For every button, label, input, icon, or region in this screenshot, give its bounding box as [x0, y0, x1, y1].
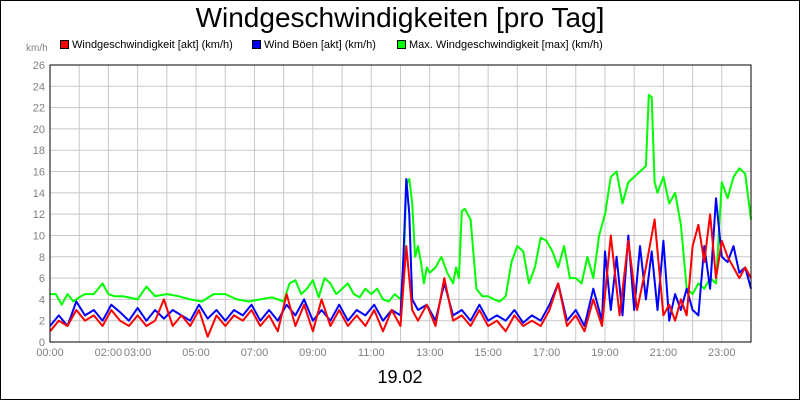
- y-tick-label: 6: [39, 273, 45, 285]
- x-tick-label: 13:00: [416, 347, 444, 359]
- legend-item-wind-boeen: Wind Böen [akt] (km/h): [252, 38, 376, 52]
- y-tick-label: 22: [33, 103, 45, 115]
- legend-item-max-windgeschwindigkeit: Max. Windgeschwindigkeit [max] (km/h): [397, 38, 603, 52]
- y-tick-label: 4: [39, 294, 45, 306]
- series-line-0: [50, 93, 752, 306]
- y-tick-label: 2: [39, 316, 45, 328]
- x-tick-label: 19:00: [591, 347, 619, 359]
- y-unit-label: km/h: [26, 43, 48, 54]
- x-tick-label: 15:00: [474, 347, 502, 359]
- legend-swatch-red: [60, 39, 69, 49]
- y-tick-label: 10: [33, 230, 45, 242]
- legend-label-wind-boeen: Wind Böen [akt] (km/h): [264, 39, 376, 51]
- x-tick-label: 09:00: [299, 347, 327, 359]
- chart-title: Windgeschwindigkeiten [pro Tag]: [195, 2, 605, 33]
- x-tick-label: 00:00: [36, 347, 64, 359]
- x-tick-label: 21:00: [650, 347, 678, 359]
- y-tick-label: 24: [33, 81, 45, 93]
- legend-swatch-blue: [252, 39, 261, 49]
- x-tick-label: 11:00: [358, 347, 385, 359]
- y-tick-label: 8: [39, 252, 45, 264]
- x-tick-label: 07:00: [241, 347, 269, 359]
- y-tick-label: 14: [33, 188, 45, 200]
- y-tick-label: 12: [33, 209, 45, 221]
- x-tick-label: 17:00: [533, 347, 561, 359]
- x-tick-label: 03:00: [124, 347, 152, 359]
- plot-border: [49, 64, 752, 343]
- y-tick-label: 18: [33, 145, 45, 157]
- series-line-2: [49, 213, 752, 338]
- x-tick-label: 05:00: [182, 347, 210, 359]
- legend-swatch-green: [397, 39, 406, 49]
- x-tick-label: 02:00: [95, 347, 123, 359]
- x-tick-label: 23:00: [708, 347, 736, 359]
- legend-label-windgeschwindigkeit: Windgeschwindigkeit [akt] (km/h): [72, 39, 233, 51]
- y-tick-label: 16: [33, 167, 45, 179]
- date-label: 19.02: [377, 367, 423, 387]
- y-tick-label: 26: [33, 60, 45, 72]
- y-tick-label: 20: [33, 124, 45, 136]
- legend-item-windgeschwindigkeit: Windgeschwindigkeit [akt] (km/h): [60, 38, 233, 52]
- legend-label-max-windgeschwindigkeit: Max. Windgeschwindigkeit [max] (km/h): [409, 39, 603, 51]
- y-tick-label: 0: [39, 337, 45, 349]
